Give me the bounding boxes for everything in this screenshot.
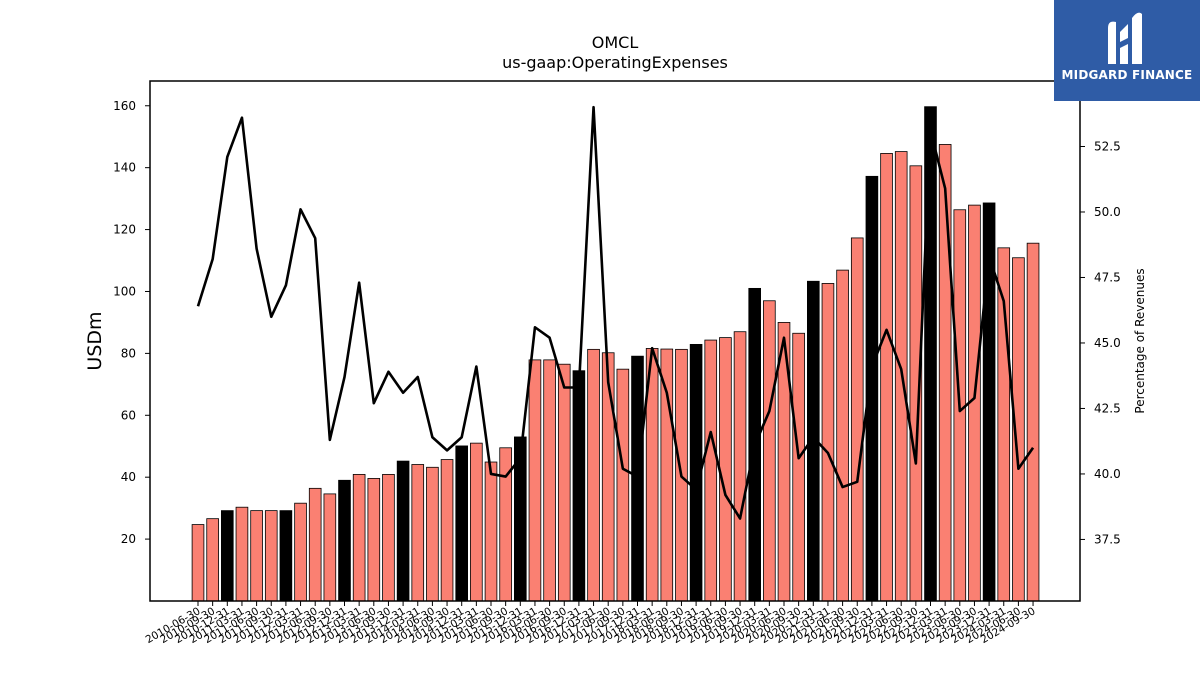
plot-frame (149, 80, 1081, 602)
y-tick-label: 20 (121, 532, 136, 546)
logo-text: MIDGARD FINANCE (1061, 68, 1193, 82)
bar-2021-09-30 (850, 237, 864, 602)
bar-2016-03-31 (528, 359, 542, 602)
bar-2019-03-31 (704, 339, 718, 602)
bar-2015-06-30 (484, 461, 498, 602)
midgard-logo-icon (1108, 12, 1142, 65)
y2-tick-label: 42.5 (1094, 401, 1121, 415)
y2-tick-label: 50.0 (1094, 205, 1121, 219)
bar-2011-09-30 (264, 510, 278, 602)
y-axis-label: USDm (84, 311, 106, 370)
y2-tick-label: 52.5 (1094, 139, 1121, 153)
right-axis: 37.5 40.0 42.5 45.0 47.5 50.0 52.5 (1080, 139, 1121, 546)
chart-subtitle: us-gaap:OperatingExpenses (502, 53, 728, 72)
y-tick-label: 160 (113, 99, 136, 113)
line-series (196, 105, 1035, 520)
bar-2010-12-31 (220, 510, 234, 602)
bar-2021-12-31 (865, 175, 879, 602)
y-tick-label: 40 (121, 470, 136, 484)
bar-2021-06-30 (836, 269, 849, 602)
bar-2013-09-30 (382, 473, 395, 602)
bar-2014-09-30 (440, 459, 454, 602)
bar-2010-09-30 (206, 518, 219, 602)
bar-2017-09-30 (616, 368, 630, 602)
bar-2012-03-31 (294, 502, 307, 602)
bar-2013-06-30 (367, 478, 381, 602)
y2-tick-label: 47.5 (1094, 270, 1121, 284)
bar-2014-03-31 (411, 464, 425, 602)
bar-2012-09-30 (323, 493, 337, 602)
bar-2010-06-30 (191, 524, 205, 602)
y-tick-label: 100 (113, 284, 136, 298)
bar-2019-06-30 (719, 337, 732, 602)
bar-2014-12-31 (455, 445, 468, 602)
bar-2011-12-31 (279, 510, 293, 602)
y2-tick-label: 37.5 (1094, 532, 1121, 546)
bar-2011-06-30 (250, 510, 263, 602)
y2-tick-label: 40.0 (1094, 467, 1121, 481)
bar-2016-09-30 (557, 363, 571, 602)
bar-2023-03-31 (938, 144, 952, 602)
y-tick-label: 140 (113, 161, 136, 175)
bar-2018-06-30 (660, 348, 674, 602)
bar-2020-03-31 (763, 300, 776, 602)
y-tick-label: 80 (121, 346, 136, 360)
bar-2012-06-30 (308, 487, 322, 602)
bar-2011-03-31 (235, 506, 249, 602)
bar-2022-12-31 (924, 106, 937, 602)
bar-2013-03-31 (352, 473, 366, 602)
left-axis: 20 40 60 80 100 120 140 160 (113, 99, 150, 546)
bar-series (191, 106, 1040, 602)
bar-2016-06-30 (543, 359, 556, 602)
bar-2015-03-31 (470, 442, 483, 602)
bar-2024-09-30 (1026, 242, 1040, 602)
chart-title: OMCL (592, 33, 639, 52)
bar-2017-03-31 (587, 348, 600, 602)
bar-2020-09-30 (792, 332, 805, 602)
x-axis: 2010-06-302010-09-302010-12-312011-03-31… (144, 601, 1038, 646)
bar-2012-12-31 (338, 479, 351, 602)
bar-2022-03-31 (880, 153, 893, 602)
bar-2019-09-30 (733, 331, 747, 602)
percentage-line (196, 105, 1035, 520)
y2-axis-label: Percentage of Revenues (1133, 268, 1147, 413)
y-tick-label: 120 (113, 223, 136, 237)
bar-2014-06-30 (426, 466, 439, 602)
bar-2013-12-31 (396, 460, 410, 602)
y-tick-label: 60 (121, 408, 136, 422)
bar-2017-12-31 (631, 355, 644, 602)
y2-tick-label: 45.0 (1094, 336, 1121, 350)
midgard-finance-logo: MIDGARD FINANCE (1054, 0, 1200, 101)
bar-2016-12-31 (572, 370, 586, 602)
bar-2021-03-31 (821, 283, 835, 602)
